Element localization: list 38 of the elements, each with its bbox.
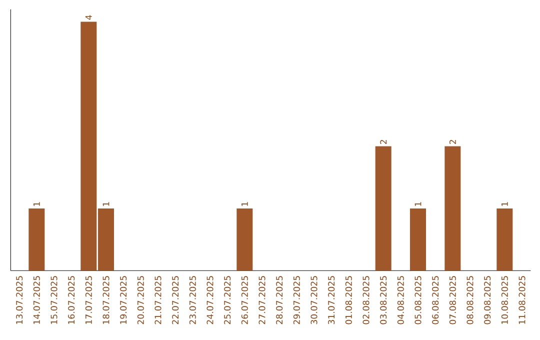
x-tick-label: 29.07.2025 <box>293 276 300 324</box>
x-tick-label: 16.07.2025 <box>68 276 75 324</box>
x-tick-label: 22.07.2025 <box>172 276 179 324</box>
x-tick-label: 06.08.2025 <box>432 276 439 324</box>
x-tick-label: 07.08.2025 <box>449 276 456 324</box>
x-tick-label: 23.07.2025 <box>189 276 196 324</box>
x-tick-label: 14.07.2025 <box>33 276 40 324</box>
x-tick-label: 27.07.2025 <box>258 276 266 324</box>
data-label: 4 <box>86 15 92 20</box>
x-tick-label: 09.08.2025 <box>484 276 491 324</box>
data-label: 1 <box>414 202 422 206</box>
data-label: 1 <box>102 202 110 206</box>
x-tick-label: 04.08.2025 <box>397 276 404 324</box>
x-tick-label: 15.07.2025 <box>50 276 58 324</box>
data-label: 1 <box>502 202 508 206</box>
data-label: 1 <box>34 202 40 206</box>
x-tick-label: 20.07.2025 <box>137 276 144 324</box>
x-tick-label: 30.07.2025 <box>310 276 318 324</box>
x-tick-label: 02.08.2025 <box>362 276 370 324</box>
data-label: 1 <box>242 202 248 206</box>
x-tick-label: 28.07.2025 <box>276 276 283 324</box>
x-tick-label: 01.08.2025 <box>345 276 352 324</box>
data-label: 2 <box>380 140 387 144</box>
x-tick-label: 05.08.2025 <box>414 276 422 324</box>
x-tick-label: 13.07.2025 <box>16 276 23 324</box>
x-tick-label: 18.07.2025 <box>102 276 110 324</box>
data-label: 2 <box>449 140 456 144</box>
x-tick-label: 24.07.2025 <box>206 276 214 324</box>
x-tick-label: 10.08.2025 <box>501 276 508 324</box>
x-tick-label: 03.08.2025 <box>380 276 387 324</box>
x-tick-label: 21.07.2025 <box>154 276 162 324</box>
x-tick-label: 25.07.2025 <box>224 276 231 324</box>
x-tick-label: 17.07.2025 <box>85 276 92 324</box>
x-tick-label: 19.07.2025 <box>120 276 127 324</box>
x-tick-label: 11.08.2025 <box>518 276 526 324</box>
x-tick-label: 08.08.2025 <box>466 276 474 324</box>
x-tick-label: 31.07.2025 <box>328 276 335 324</box>
x-tick-label: 26.07.2025 <box>241 276 248 324</box>
